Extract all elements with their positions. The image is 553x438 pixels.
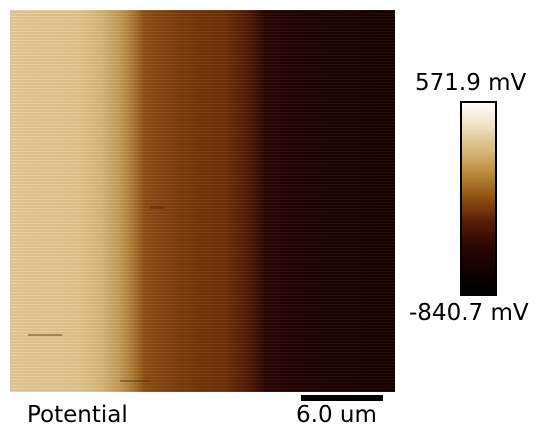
colorbar [460, 101, 497, 296]
scale-bar-label: 6.0 um [296, 402, 377, 428]
scale-bar [301, 395, 383, 401]
scan-artifact [120, 380, 150, 382]
scan-artifact [28, 334, 62, 336]
image-channel-label: Potential [27, 402, 128, 428]
colorbar-max-label: 571.9 mV [415, 70, 527, 96]
scan-artifact [150, 206, 164, 209]
potential-scan-image [10, 10, 395, 392]
scan-line-texture [10, 10, 395, 392]
colorbar-min-label: -840.7 mV [409, 300, 529, 326]
